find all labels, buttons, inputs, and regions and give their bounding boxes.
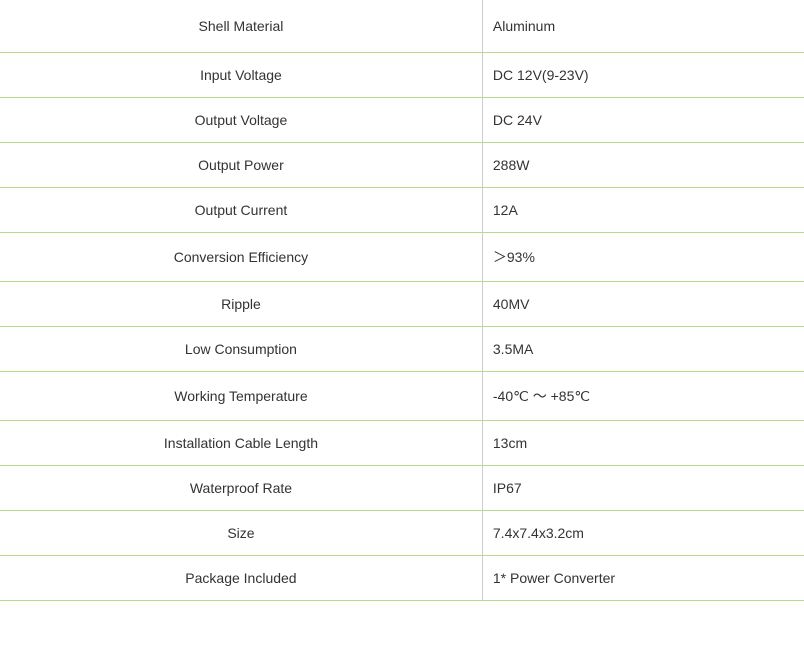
table-row: Low Consumption 3.5MA xyxy=(0,327,804,372)
table-row: Working Temperature -40℃ ～ +85℃ xyxy=(0,372,804,421)
spec-label: Working Temperature xyxy=(0,372,482,421)
table-row: Waterproof Rate IP67 xyxy=(0,466,804,511)
spec-label: Output Voltage xyxy=(0,98,482,143)
spec-label: Output Power xyxy=(0,143,482,188)
spec-value: 13cm xyxy=(482,421,804,466)
table-row: Conversion Efficiency ＞93% xyxy=(0,233,804,282)
spec-value: DC 24V xyxy=(482,98,804,143)
table-row: Output Voltage DC 24V xyxy=(0,98,804,143)
spec-value: 1* Power Converter xyxy=(482,556,804,601)
spec-label: Waterproof Rate xyxy=(0,466,482,511)
spec-label: Ripple xyxy=(0,282,482,327)
spec-value: 288W xyxy=(482,143,804,188)
spec-value: IP67 xyxy=(482,466,804,511)
spec-label: Size xyxy=(0,511,482,556)
table-row: Ripple 40MV xyxy=(0,282,804,327)
table-row: Shell Material Aluminum xyxy=(0,0,804,53)
spec-value: -40℃ ～ +85℃ xyxy=(482,372,804,421)
spec-label: Installation Cable Length xyxy=(0,421,482,466)
specification-table: Shell Material Aluminum Input Voltage DC… xyxy=(0,0,804,601)
spec-value: 7.4x7.4x3.2cm xyxy=(482,511,804,556)
spec-value: 40MV xyxy=(482,282,804,327)
table-row: Output Power 288W xyxy=(0,143,804,188)
spec-value: Aluminum xyxy=(482,0,804,53)
table-row: Size 7.4x7.4x3.2cm xyxy=(0,511,804,556)
table-row: Input Voltage DC 12V(9-23V) xyxy=(0,53,804,98)
spec-value: DC 12V(9-23V) xyxy=(482,53,804,98)
spec-value: 12A xyxy=(482,188,804,233)
table-row: Package Included 1* Power Converter xyxy=(0,556,804,601)
table-row: Output Current 12A xyxy=(0,188,804,233)
spec-label: Input Voltage xyxy=(0,53,482,98)
spec-label: Output Current xyxy=(0,188,482,233)
spec-value: ＞93% xyxy=(482,233,804,282)
spec-label: Low Consumption xyxy=(0,327,482,372)
spec-value: 3.5MA xyxy=(482,327,804,372)
spec-label: Conversion Efficiency xyxy=(0,233,482,282)
table-row: Installation Cable Length 13cm xyxy=(0,421,804,466)
table-body: Shell Material Aluminum Input Voltage DC… xyxy=(0,0,804,601)
spec-label: Package Included xyxy=(0,556,482,601)
spec-label: Shell Material xyxy=(0,0,482,53)
